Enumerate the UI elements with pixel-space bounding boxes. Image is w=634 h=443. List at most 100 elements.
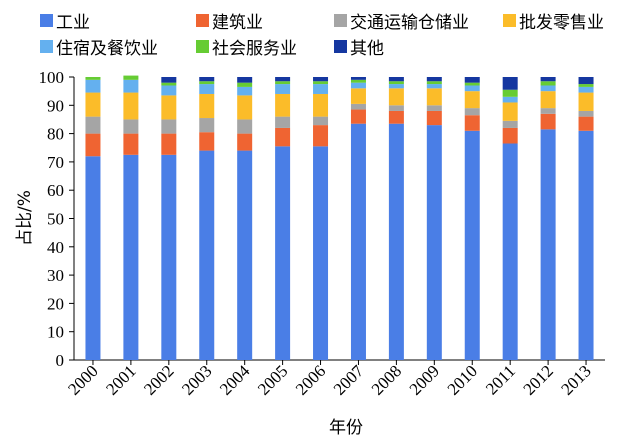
bar-segment — [464, 82, 480, 86]
bar-segment — [464, 115, 480, 131]
legend-item-industry: 工业 — [40, 13, 90, 33]
bar-segment — [161, 85, 177, 96]
bar-segment — [388, 110, 404, 124]
bar-segment — [199, 84, 215, 94]
bar-segment — [540, 77, 556, 82]
bar-segment — [502, 89, 518, 97]
bar-segment — [502, 143, 518, 360]
bar-segment — [350, 77, 366, 80]
y-axis-title: 占比/% — [15, 190, 35, 246]
x-tick-label: 2013 — [557, 361, 594, 398]
legend-item-social-services: 社会服务业 — [196, 39, 297, 59]
bar-segment — [313, 84, 329, 94]
y-tick-label: 90 — [47, 96, 64, 115]
bar-segment — [426, 110, 442, 126]
bar-segment — [426, 81, 442, 85]
bar-segment — [464, 77, 480, 83]
bar-segment — [578, 116, 594, 131]
bar-segment — [199, 118, 215, 133]
y-tick-label: 10 — [47, 323, 64, 342]
bar-segment — [426, 125, 442, 360]
x-tick-label: 2003 — [178, 361, 215, 398]
bar-segment — [237, 82, 253, 87]
bar-segment — [85, 156, 101, 360]
bar-segment — [237, 150, 253, 360]
legend-label-retail: 批发零售业 — [519, 13, 604, 33]
x-tick-label: 2000 — [64, 361, 101, 398]
bar-segment — [199, 93, 215, 119]
bar-segment — [578, 84, 594, 87]
x-tick-label: 2010 — [444, 361, 481, 398]
bar-segment — [426, 88, 442, 106]
bar-segment — [578, 77, 594, 85]
y-tick-label: 60 — [47, 181, 64, 200]
y-tick-label: 20 — [47, 294, 64, 313]
x-tick-label: 2011 — [482, 361, 519, 398]
bar-segment — [313, 93, 329, 117]
bar-segment — [540, 91, 556, 109]
y-tick-label: 100 — [39, 68, 65, 87]
bar-segment — [199, 132, 215, 151]
bar-segment — [85, 92, 101, 117]
x-tick-label: 2002 — [140, 361, 177, 398]
bar-segment — [350, 123, 366, 360]
legend-swatch-social-services — [196, 40, 209, 53]
bar-segment — [313, 125, 329, 147]
bar-segment — [464, 130, 480, 360]
bar-segment — [426, 105, 442, 111]
bar-segment — [313, 77, 329, 82]
x-tick-label: 2004 — [216, 361, 254, 399]
legend-label-transport: 交通运输仓储业 — [350, 13, 469, 33]
y-tick-label: 0 — [56, 351, 65, 370]
bar-segment — [123, 75, 139, 80]
y-tick-label: 40 — [47, 238, 64, 257]
bar-segment — [464, 108, 480, 116]
bar-segment — [199, 77, 215, 82]
bar-segment — [502, 102, 518, 121]
bar-segment — [275, 146, 291, 360]
bar-segment — [388, 123, 404, 360]
bar-segment — [275, 93, 291, 117]
bar-segment — [123, 154, 139, 360]
bar-segment — [123, 92, 139, 120]
bar-segment — [237, 77, 253, 83]
bar-segment — [426, 84, 442, 89]
bar-segment — [313, 146, 329, 360]
bar-segment — [502, 120, 518, 128]
bar-segment — [123, 119, 139, 134]
y-axis: 0 10 20 30 40 50 60 70 80 90 100 — [39, 68, 75, 370]
legend-item-retail: 批发零售业 — [503, 13, 604, 33]
bar-segment — [237, 86, 253, 96]
bar-segment — [275, 127, 291, 147]
bar-segment — [123, 79, 139, 93]
legend-label-construction: 建筑业 — [212, 13, 263, 33]
legend-swatch-transport — [334, 14, 347, 27]
bar-segment — [540, 113, 556, 130]
legend-item-other: 其他 — [334, 39, 384, 59]
bar-segment — [350, 109, 366, 124]
x-tick-label: 2009 — [406, 361, 443, 398]
bar-segment — [578, 92, 594, 111]
bar-segment — [388, 105, 404, 111]
bar-segment — [540, 129, 556, 360]
bar-segment — [464, 85, 480, 92]
bar-segment — [85, 77, 101, 80]
x-tick-label: 2005 — [254, 361, 291, 398]
x-tick-label: 2006 — [292, 361, 329, 398]
bar-segment — [161, 77, 177, 83]
legend-item-transport: 交通运输仓储业 — [334, 13, 469, 33]
legend-swatch-retail — [503, 14, 516, 27]
bar-segment — [350, 82, 366, 89]
bar-segment — [161, 133, 177, 155]
bar-segment — [426, 77, 442, 82]
y-tick-label: 70 — [47, 153, 64, 172]
y-tick-label: 30 — [47, 266, 64, 285]
bar-segment — [540, 108, 556, 114]
x-tick-label: 2001 — [102, 361, 139, 398]
bar-segment — [313, 81, 329, 85]
legend-label-other: 其他 — [350, 39, 384, 59]
bar-segment — [275, 116, 291, 128]
bar-segment — [237, 119, 253, 134]
bar-segment — [161, 95, 177, 120]
